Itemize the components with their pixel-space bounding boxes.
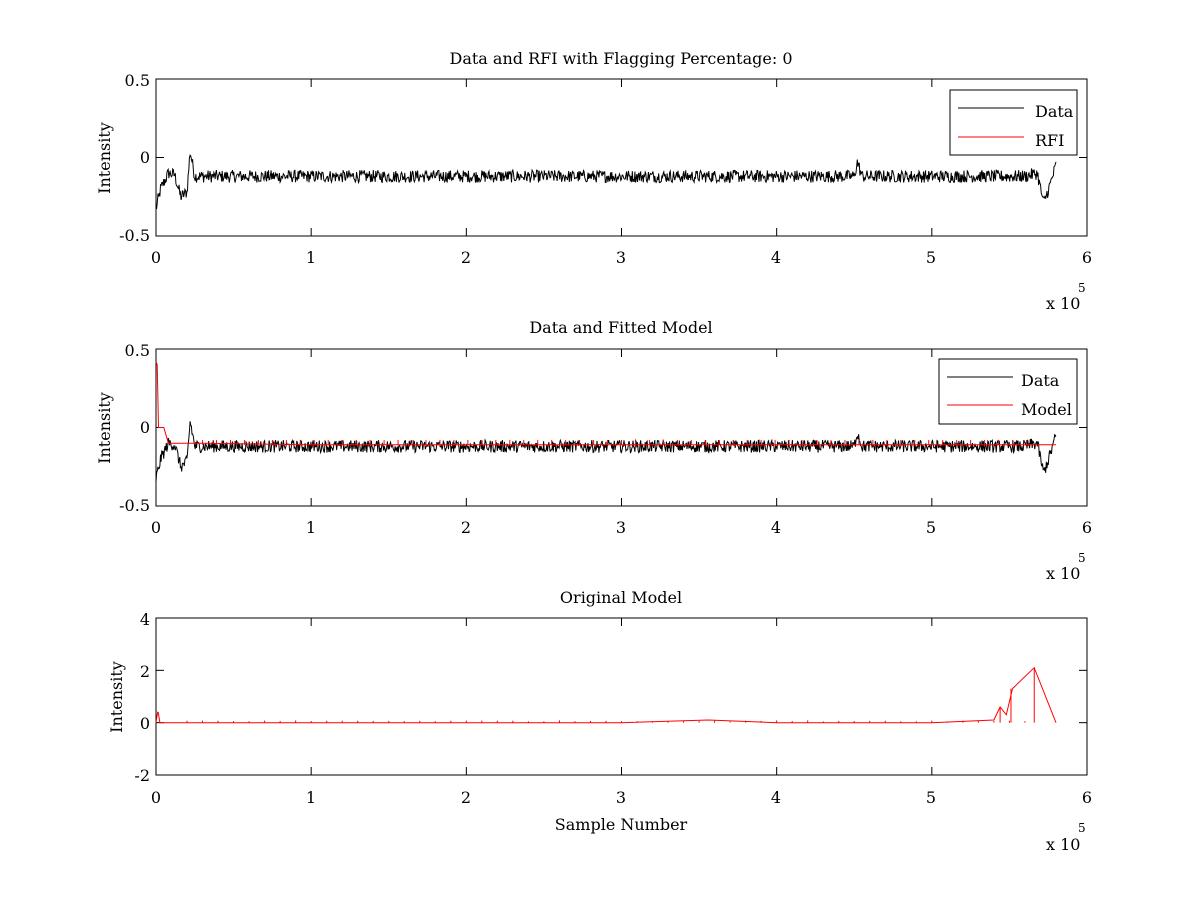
- panel-3-ytick-label: 0: [140, 714, 150, 733]
- panel-3-xtick-label: 0: [151, 788, 161, 807]
- panel-3-axes: [155, 617, 1088, 776]
- series-line-model: [155, 666, 1057, 724]
- panel-3-xtick-label: 3: [616, 788, 626, 807]
- panel-3-xtick-label: 6: [1082, 788, 1092, 807]
- panel-3-xtick-label: 4: [771, 788, 781, 807]
- panel-2-xtick-label: 2: [461, 518, 471, 537]
- series-line-model: [155, 361, 1056, 446]
- panel-2-ytick-labels: -0.5 0 0.5: [119, 341, 150, 515]
- panel-2-axes: [155, 348, 1088, 507]
- panel-2-xtick-label: 6: [1082, 518, 1092, 537]
- panel-3-xtick-labels: 0 1 2 3 4 5 6: [151, 788, 1092, 807]
- panel-2: Data and Fitted Model -0.5 0 0.5 0 1 2 3…: [95, 318, 1092, 583]
- panel-2-ytick-label: 0.5: [125, 341, 150, 360]
- panel-2-xtick-label: 4: [771, 518, 781, 537]
- panel-1-ytick-label: 0.5: [125, 71, 150, 90]
- panel-2-ticks: [155, 348, 1088, 507]
- panel-1-title: Data and RFI with Flagging Percentage: 0: [449, 49, 792, 68]
- panel-2-x-exponent-power: 5: [1078, 551, 1086, 565]
- panel-1-axes: [155, 78, 1088, 237]
- panel-2-xtick-label: 5: [926, 518, 936, 537]
- panel-1-xtick-label: 4: [771, 248, 781, 267]
- panel-3-xtick-label: 2: [461, 788, 471, 807]
- panel-3-xtick-label: 1: [306, 788, 316, 807]
- panel-1-xtick-label: 1: [306, 248, 316, 267]
- panel-2-plot: [155, 361, 1057, 482]
- panel-3-ytick-label: 2: [140, 662, 150, 681]
- panel-3: Original Model -2 0 2 4 0 1 2 3 4 5 6 In…: [107, 588, 1092, 854]
- series-line-data: [155, 421, 1057, 482]
- panel-1-ytick-labels: -0.5 0 0.5: [119, 71, 150, 245]
- panel-3-ytick-labels: -2 0 2 4: [134, 610, 150, 785]
- panel-2-legend-box: [938, 358, 1078, 425]
- panel-1-xtick-label: 6: [1082, 248, 1092, 267]
- panel-2-ytick-label: 0: [140, 418, 150, 437]
- panel-3-xtick-label: 5: [926, 788, 936, 807]
- panel-3-ytick-label: 4: [140, 610, 150, 629]
- panel-3-title: Original Model: [560, 588, 682, 607]
- panel-3-xlabel: Sample Number: [555, 815, 688, 834]
- panel-3-ytick-label: -2: [134, 766, 150, 785]
- panel-3-ticks: [155, 617, 1088, 776]
- panel-2-legend-label-model: Model: [1021, 400, 1072, 419]
- panel-1-xtick-label: 0: [151, 248, 161, 267]
- panel-2-legend-label-data: Data: [1021, 371, 1060, 390]
- series-line-data: [155, 154, 1057, 210]
- panel-1-xtick-label: 3: [616, 248, 626, 267]
- panel-2-legend: Data Model: [938, 358, 1078, 425]
- panel-1-ylabel: Intensity: [95, 122, 114, 194]
- panel-1-legend-box: [949, 89, 1078, 156]
- panel-1-xtick-labels: 0 1 2 3 4 5 6: [151, 248, 1092, 267]
- panel-2-x-exponent: x 10: [1046, 564, 1080, 583]
- panel-2-xtick-label: 0: [151, 518, 161, 537]
- panel-1-ytick-label: -0.5: [119, 226, 150, 245]
- panel-1-plot: [155, 154, 1057, 210]
- panel-3-x-exponent-power: 5: [1078, 821, 1086, 835]
- panel-1: Data and RFI with Flagging Percentage: 0…: [95, 49, 1092, 313]
- panel-1-legend-label-data: Data: [1035, 102, 1074, 121]
- panel-2-ylabel: Intensity: [95, 392, 114, 464]
- panel-3-plot: [155, 666, 1057, 724]
- panel-2-xtick-label: 3: [616, 518, 626, 537]
- panel-1-xtick-label: 2: [461, 248, 471, 267]
- panel-3-ylabel: Intensity: [107, 661, 126, 733]
- panel-1-x-exponent-power: 5: [1078, 281, 1086, 295]
- panel-1-x-exponent: x 10: [1046, 294, 1080, 313]
- panel-2-title: Data and Fitted Model: [529, 318, 712, 337]
- panel-1-ticks: [155, 78, 1088, 237]
- panel-2-xtick-labels: 0 1 2 3 4 5 6: [151, 518, 1092, 537]
- panel-1-xtick-label: 5: [926, 248, 936, 267]
- panel-3-x-exponent: x 10: [1046, 835, 1080, 854]
- panel-1-legend: Data RFI: [949, 89, 1078, 156]
- panel-2-xtick-label: 1: [306, 518, 316, 537]
- panel-1-legend-label-rfi: RFI: [1035, 131, 1064, 150]
- panel-1-ytick-label: 0: [140, 148, 150, 167]
- panel-2-ytick-label: -0.5: [119, 496, 150, 515]
